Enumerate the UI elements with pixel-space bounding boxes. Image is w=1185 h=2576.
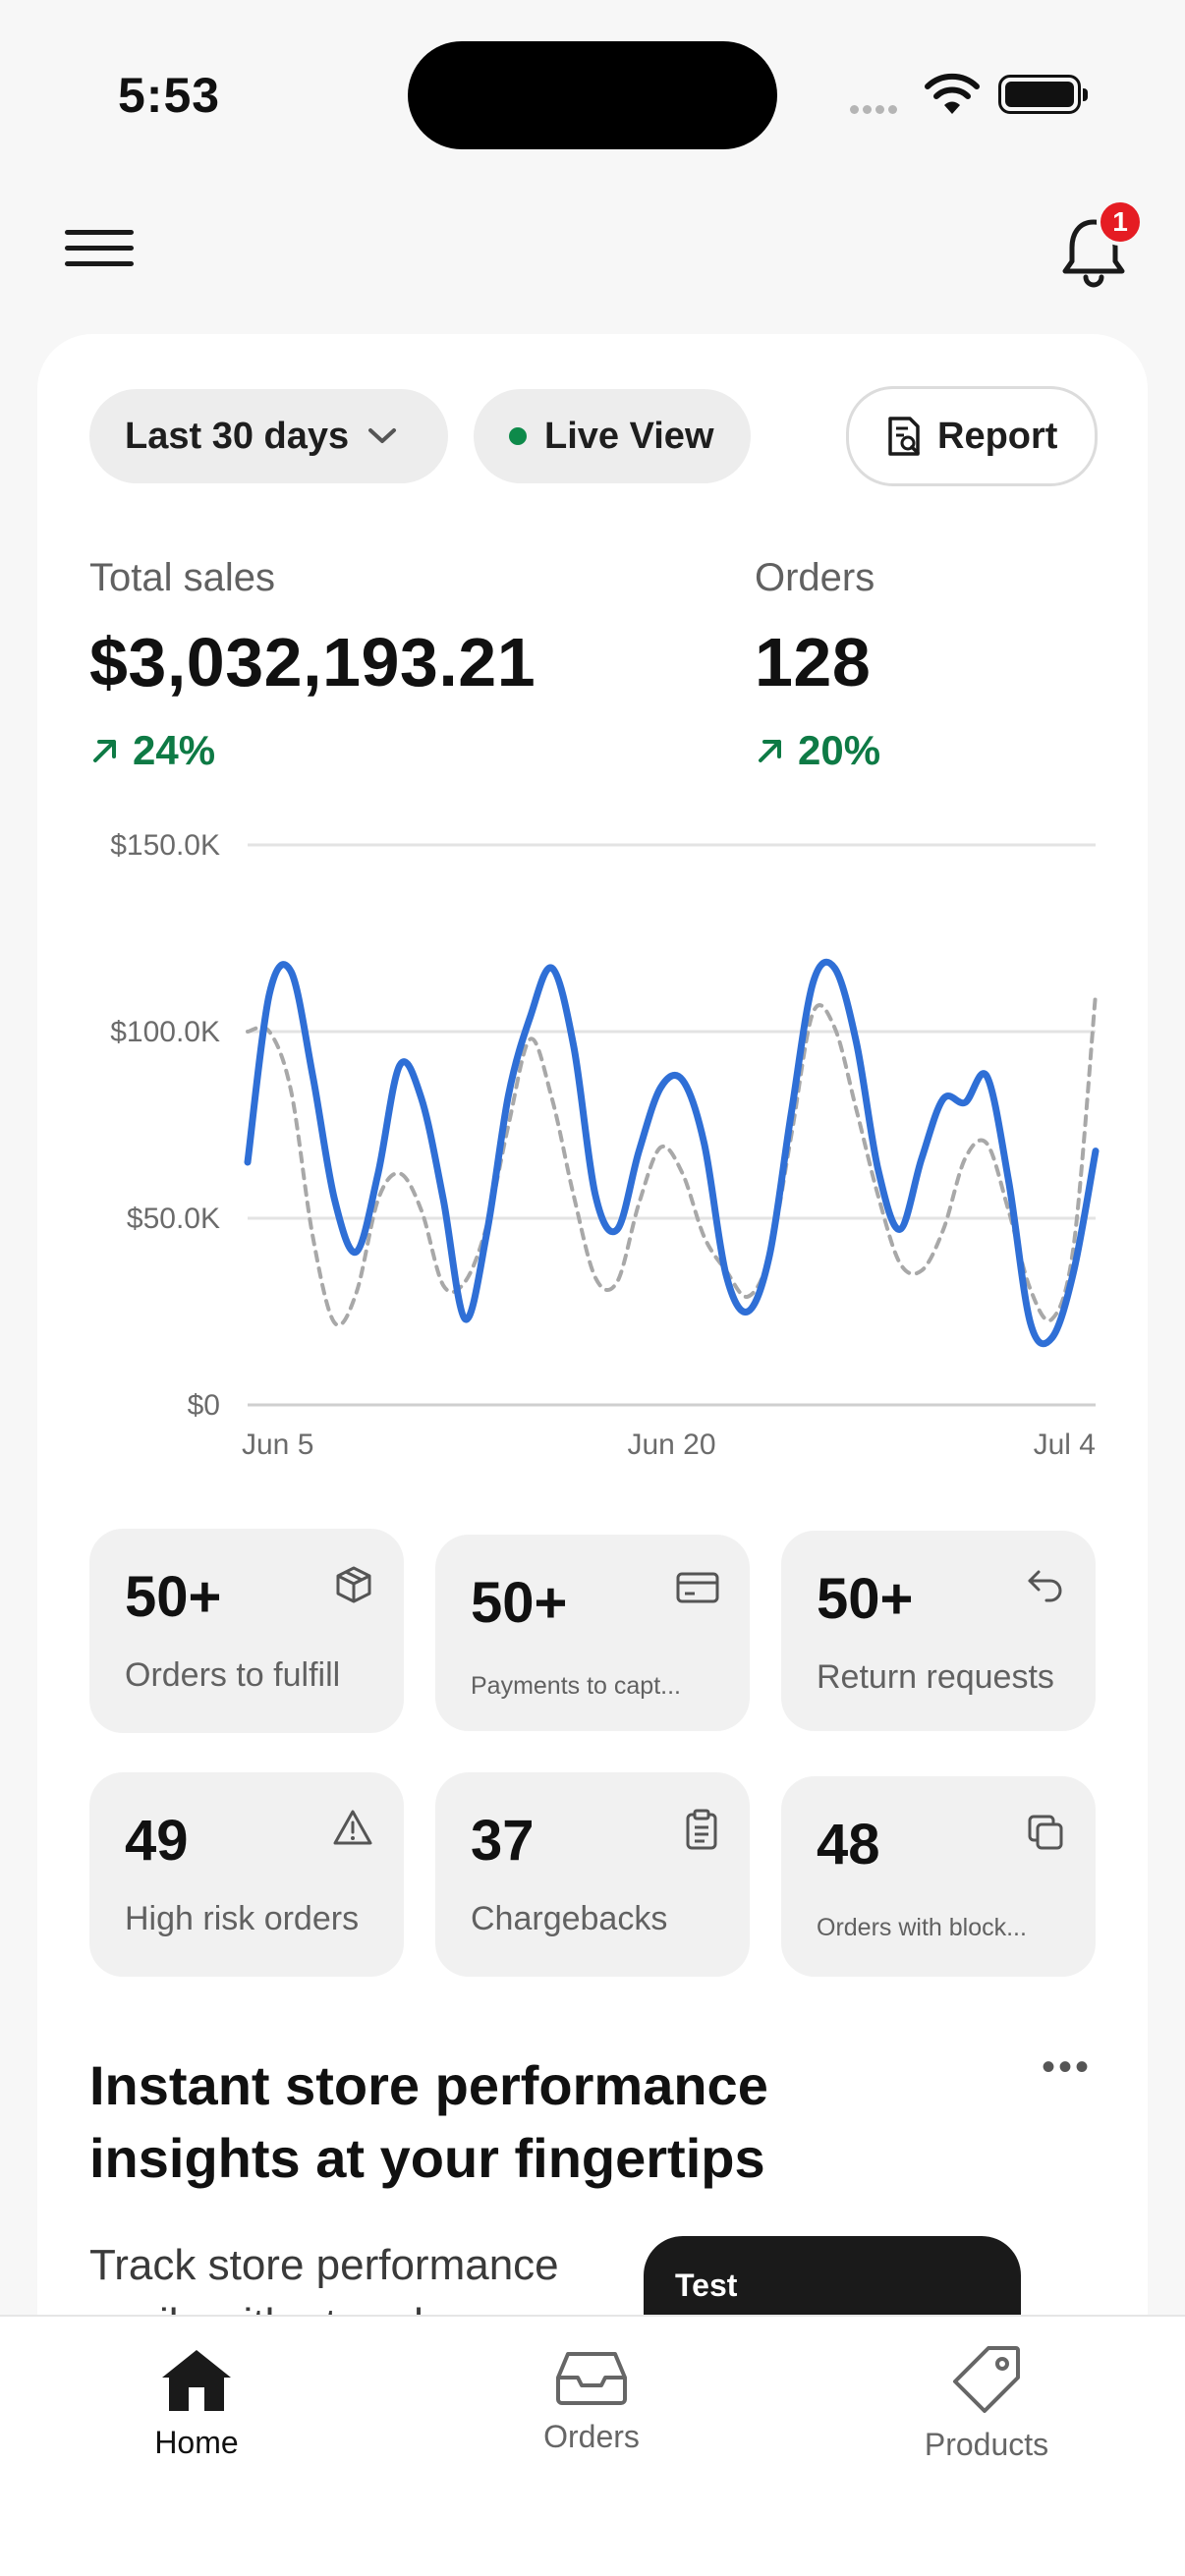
report-button[interactable]: Report [846, 386, 1098, 486]
tile-value: 49 [125, 1809, 189, 1873]
home-icon [162, 2350, 231, 2411]
insight-body: Track store performance easily with at-a… [89, 2241, 559, 2317]
status-time: 5:53 [118, 68, 221, 123]
tile-label: Chargebacks [471, 1900, 668, 1937]
nav-home-label: Home [154, 2425, 239, 2460]
tile-high-risk-orders[interactable]: 49 High risk orders [89, 1772, 404, 1977]
tile-value: 37 [471, 1809, 535, 1873]
return-arrow-icon [1028, 1570, 1062, 1602]
tile-orders-with-blockers[interactable]: 48 Orders with block... [781, 1776, 1096, 1977]
tile-label: High risk orders [125, 1900, 360, 1937]
series-line-current [244, 958, 1100, 1348]
y-tick-label: $0 [188, 1389, 220, 1422]
x-tick-label: Jul 4 [1034, 1428, 1096, 1461]
total-sales-change: 24% [89, 727, 215, 774]
tile-label: Orders with block... [817, 1914, 1027, 1941]
tile-label: Payments to capt... [471, 1672, 681, 1700]
menu-button[interactable] [65, 230, 134, 273]
more-options-icon[interactable]: ••• [1042, 2045, 1093, 2089]
total-sales-label: Total sales [89, 556, 275, 599]
insight-preview-card[interactable]: Test [644, 2236, 1021, 2315]
insight-title: Instant store performance insights at yo… [89, 2054, 768, 2189]
tile-value: 48 [817, 1813, 880, 1876]
orders-change-value: 20% [798, 727, 881, 773]
bottom-navigation: Home Orders Products [0, 2315, 1185, 2576]
tile-chargebacks[interactable]: 37 Chargebacks [435, 1772, 750, 1977]
orders-value: 128 [755, 624, 872, 700]
nav-products-label: Products [924, 2427, 1049, 2462]
orders-change: 20% [755, 727, 880, 774]
tile-orders-to-fulfill[interactable]: 50+ Orders to fulfill [89, 1529, 404, 1733]
report-document-icon [888, 417, 920, 456]
inbox-tray-icon [556, 2352, 627, 2405]
cellular-signal-icon [850, 101, 901, 119]
notification-badge: 1 [1097, 198, 1144, 246]
x-tick-label: Jun 20 [627, 1428, 715, 1461]
nav-orders[interactable]: Orders [444, 2317, 739, 2513]
x-tick-label: Jun 5 [242, 1428, 313, 1461]
tile-return-requests[interactable]: 50+ Return requests [781, 1531, 1096, 1731]
orders-label: Orders [755, 556, 875, 599]
tile-value: 50+ [125, 1565, 222, 1629]
sales-line-chart[interactable]: $150.0K $100.0K $50.0K $0 Jun 5 Jun 20 Jul 4 [79, 825, 1100, 1474]
tile-value: 50+ [471, 1571, 568, 1635]
date-range-label: Last 30 days [125, 415, 350, 457]
nav-products[interactable]: Products [839, 2317, 1134, 2513]
series-line-previous [246, 992, 1098, 1327]
arrow-up-right-icon [93, 740, 116, 762]
live-status-dot [509, 427, 527, 445]
preview-card-label: Test [675, 2268, 738, 2303]
date-range-dropdown[interactable]: Last 30 days [89, 389, 448, 483]
total-sales-change-value: 24% [133, 727, 216, 773]
package-icon [336, 1566, 371, 1603]
y-tick-label: $100.0K [110, 1016, 220, 1048]
nav-orders-label: Orders [543, 2419, 640, 2454]
live-view-label: Live View [544, 415, 714, 457]
wifi-icon [925, 73, 980, 114]
total-sales-value: $3,032,193.21 [89, 624, 536, 700]
y-tick-label: $150.0K [110, 829, 220, 862]
tile-label: Orders to fulfill [125, 1656, 341, 1694]
copy-icon [1028, 1815, 1063, 1850]
live-view-button[interactable]: Live View [474, 389, 751, 483]
arrow-up-right-icon [759, 740, 781, 762]
y-tick-label: $50.0K [127, 1203, 220, 1235]
tile-value: 50+ [817, 1567, 914, 1631]
dynamic-island [408, 41, 777, 149]
clipboard-icon [686, 1809, 717, 1850]
battery-icon [998, 75, 1088, 114]
credit-card-icon [676, 1572, 719, 1603]
dashboard-card [37, 334, 1148, 2576]
warning-triangle-icon [333, 1810, 372, 1845]
chevron-down-icon [368, 428, 397, 443]
tile-payments-to-capture[interactable]: 50+ Payments to capt... [435, 1535, 750, 1731]
tile-label: Return requests [817, 1658, 1054, 1696]
tag-icon [953, 2346, 1020, 2413]
report-label: Report [937, 415, 1058, 457]
nav-home[interactable]: Home [49, 2317, 344, 2513]
